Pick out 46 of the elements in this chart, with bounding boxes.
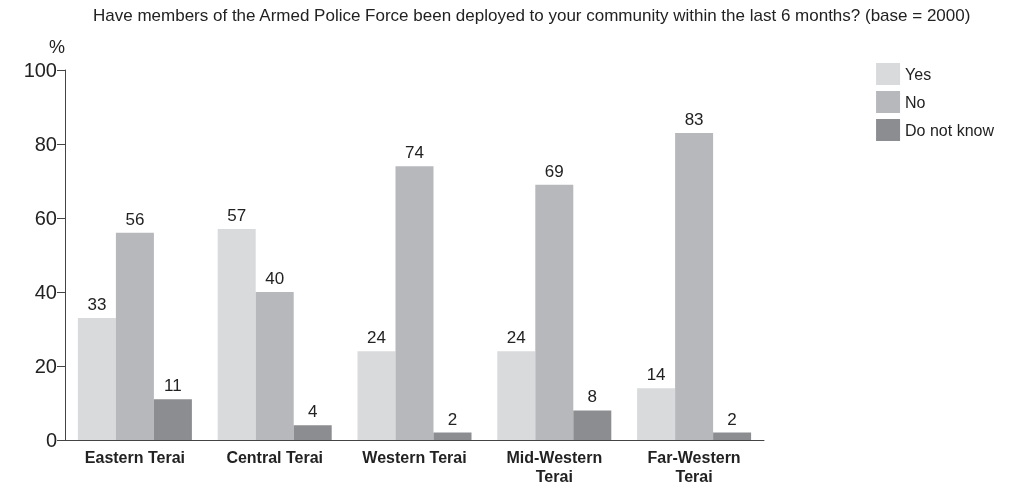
legend-label: Do not know [905, 121, 995, 139]
y-tick-label: 20 [34, 355, 57, 377]
data-label: 24 [367, 328, 386, 348]
data-label: 33 [87, 294, 107, 314]
data-label: 83 [684, 109, 704, 129]
bar [255, 292, 294, 440]
legend-label: No [905, 93, 926, 111]
data-label: 74 [405, 143, 424, 163]
y-tick-label: 80 [34, 133, 57, 155]
bar [675, 132, 714, 440]
data-label: 56 [125, 209, 145, 229]
data-label: 14 [646, 365, 666, 385]
bar [713, 432, 752, 440]
legend-label: Yes [905, 65, 932, 83]
bar [433, 432, 472, 440]
y-tick-label: 40 [34, 281, 57, 303]
bar [77, 317, 116, 440]
bar [217, 229, 256, 440]
y-tick-label: 60 [34, 207, 57, 229]
data-label: 2 [447, 409, 458, 429]
bar [497, 351, 536, 440]
x-tick-label: Western Terai [362, 449, 467, 466]
bar [115, 232, 154, 440]
bar [357, 351, 396, 440]
x-tick-label: Far-Western Terai [647, 449, 741, 485]
bar [153, 399, 192, 440]
data-label: 40 [265, 269, 285, 288]
x-tick-label: Central Terai [226, 449, 324, 466]
y-axis-title: % [48, 37, 65, 57]
bar [293, 425, 332, 440]
data-label: 69 [544, 161, 564, 181]
data-label: 2 [727, 409, 737, 429]
chart-title: Have members of the Armed Police Force been deployed to your community within the last 6 months? (base = 2000) [93, 6, 971, 25]
data-label: 4 [307, 402, 318, 422]
y-tick-label: 0 [45, 429, 57, 451]
data-label: 24 [506, 328, 526, 348]
x-tick-label: Eastern Terai [84, 449, 185, 466]
bar [535, 184, 574, 440]
bar [395, 166, 434, 440]
data-label: 11 [164, 376, 182, 396]
bar [637, 388, 676, 440]
data-label: 8 [587, 387, 598, 407]
data-label: 57 [227, 206, 247, 226]
x-tick-label: Mid-Western Terai [506, 449, 603, 485]
y-tick-label: 100 [23, 59, 57, 81]
bar [573, 410, 612, 440]
